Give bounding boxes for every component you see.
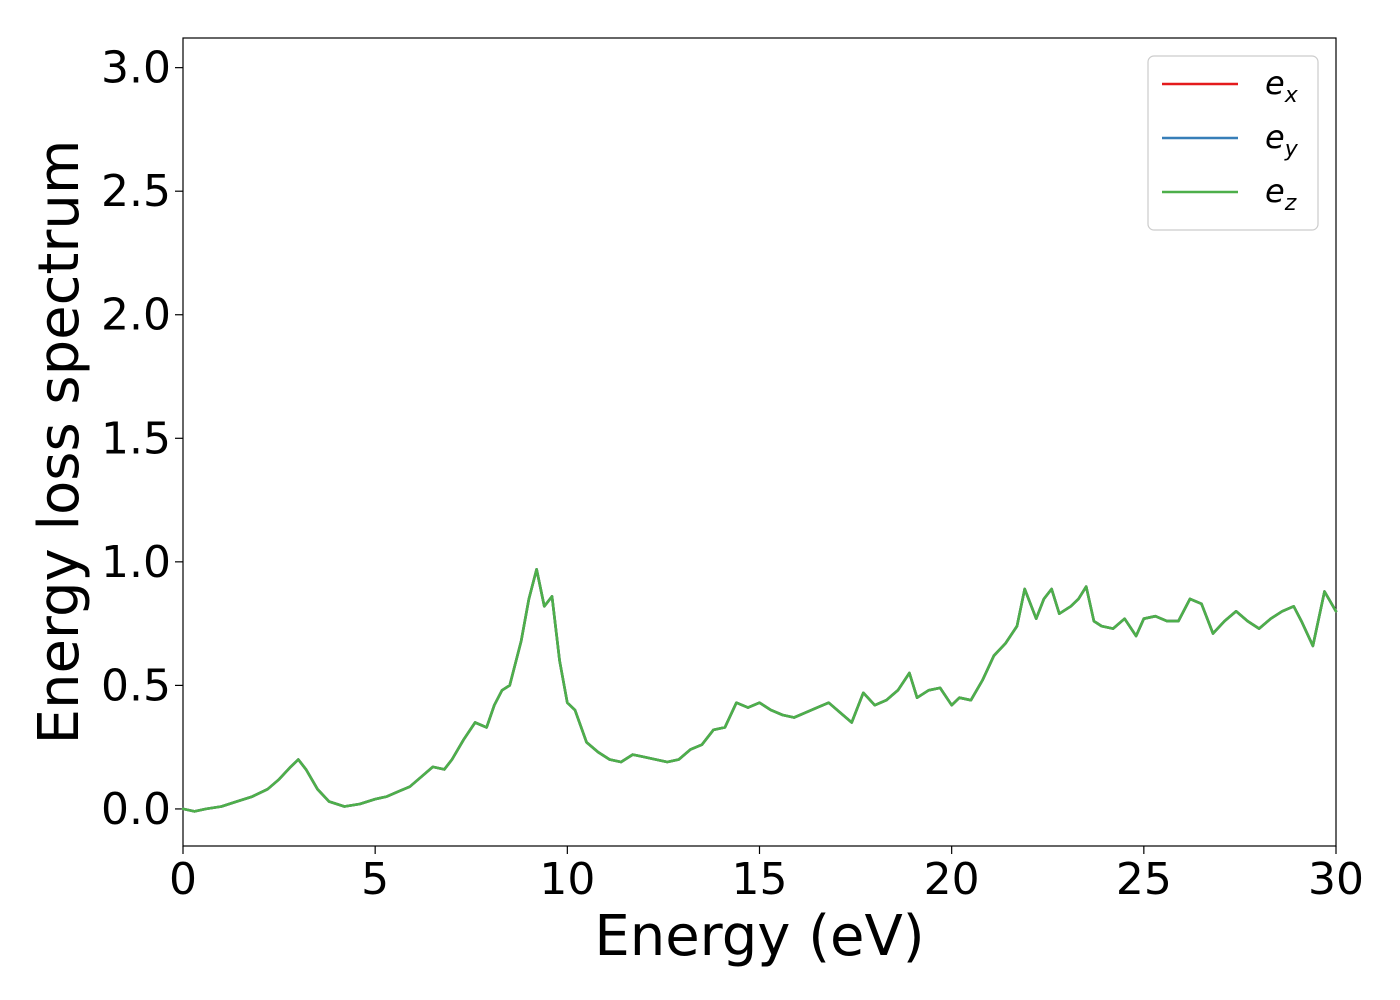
x-axis-ticks: 0 5 10 15 20 25 30: [169, 846, 1364, 905]
y-tick-label: 2.0: [101, 290, 171, 341]
y-tick-label: 2.5: [101, 166, 171, 217]
x-tick-label: 20: [924, 854, 980, 905]
series-line-e-z: [181, 567, 1338, 813]
legend-label-base: e: [1265, 118, 1285, 156]
legend-label: ey: [1265, 118, 1299, 162]
legend-label-base: e: [1265, 172, 1285, 210]
x-tick-label: 10: [539, 854, 595, 905]
y-axis-label: Energy loss spectrum: [27, 140, 92, 745]
x-tick-label: 0: [169, 854, 197, 905]
plot-area: [182, 37, 1337, 847]
x-tick-label: 25: [1116, 854, 1172, 905]
legend-box: [1147, 55, 1319, 231]
y-tick-label: 0.0: [101, 784, 171, 835]
legend-label-subscript: y: [1284, 137, 1299, 162]
x-tick-label: 30: [1308, 854, 1364, 905]
x-tick-label: 5: [361, 854, 389, 905]
series-lines: [181, 567, 1338, 813]
y-tick-label: 1.5: [101, 413, 171, 464]
legend-label-base: e: [1265, 64, 1285, 102]
legend-label: ez: [1265, 172, 1297, 216]
legend-label: ex: [1265, 64, 1299, 108]
y-axis-ticks: 0.0 0.5 1.0 1.5 2.0 2.5 3.0: [101, 43, 183, 835]
legend-label-subscript: x: [1284, 83, 1299, 108]
x-axis-label: Energy (eV): [594, 904, 924, 969]
y-tick-label: 3.0: [101, 43, 171, 94]
x-tick-label: 15: [732, 854, 788, 905]
legend-label-subscript: z: [1284, 191, 1297, 216]
y-tick-label: 1.0: [101, 537, 171, 588]
y-tick-label: 0.5: [101, 660, 171, 711]
